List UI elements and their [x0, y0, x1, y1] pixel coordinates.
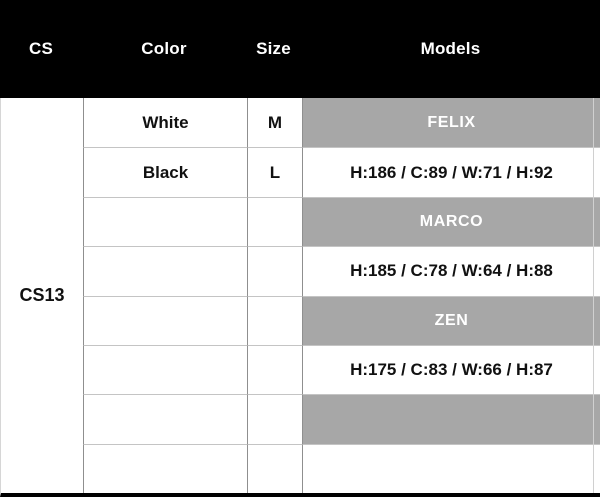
models-cell: H:186 / C:89 / W:71 / H:92	[302, 147, 600, 197]
size-cell: M	[247, 98, 302, 148]
size-cell: L	[247, 147, 302, 197]
header-cell-cs: CS	[28, 39, 54, 58]
size-cell	[247, 443, 302, 493]
models-cell: MARCO	[302, 196, 600, 247]
color-cell	[83, 246, 247, 296]
color-cell	[83, 196, 247, 247]
table-header: CS Color Size Models	[0, 0, 600, 98]
models-cell: ZEN	[302, 295, 600, 345]
cs-merged-cell: CS13	[19, 285, 65, 305]
color-cell: Black	[83, 147, 247, 197]
header-cell-size: Size	[256, 39, 291, 58]
size-cell	[247, 295, 302, 345]
color-cell	[83, 394, 247, 444]
color-cell	[83, 443, 247, 493]
header-cell-models: Models	[420, 39, 481, 58]
table-body: CS13 White M FELIX Black L H:186 / C:89 …	[0, 98, 600, 497]
size-cell	[247, 394, 302, 444]
models-cell: FELIX	[302, 98, 600, 148]
models-cell: H:185 / C:78 / W:64 / H:88	[302, 246, 600, 296]
models-cell	[302, 394, 600, 444]
size-cell	[247, 344, 302, 395]
header-cell-color: Color	[141, 39, 187, 58]
models-cell: H:175 / C:83 / W:66 / H:87	[302, 344, 600, 395]
size-cell	[247, 246, 302, 296]
size-cell	[247, 196, 302, 247]
color-cell: White	[83, 98, 247, 148]
color-cell	[83, 295, 247, 345]
models-cell	[302, 443, 600, 493]
color-cell	[83, 344, 247, 395]
